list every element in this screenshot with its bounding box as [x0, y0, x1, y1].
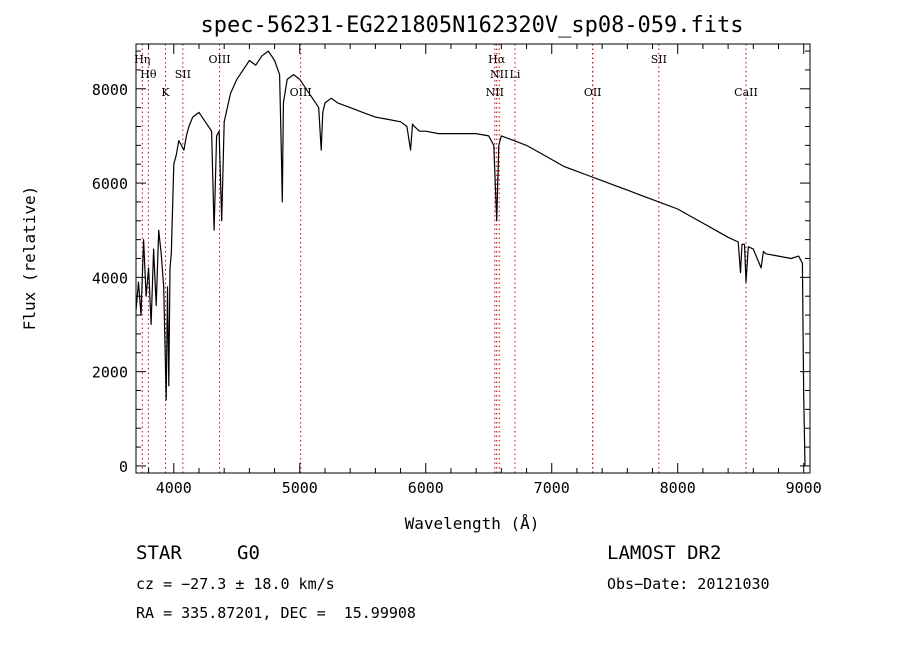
line-marker-label: OII — [584, 86, 602, 99]
y-tick-label: 2000 — [92, 364, 128, 382]
line-marker-label: OIII — [208, 53, 230, 66]
coordinates-readout: RA = 335.87201, DEC = 15.99908 — [136, 604, 416, 622]
x-tick-label: 8000 — [660, 479, 696, 497]
line-marker-label: Hα — [488, 53, 506, 66]
spectrum-line — [135, 50, 806, 466]
y-tick-label: 0 — [119, 458, 128, 476]
plot-frame — [135, 43, 811, 474]
object-subclass: G0 — [237, 542, 260, 564]
y-axis-label: Flux (relative) — [20, 186, 39, 331]
line-marker-label: NII — [490, 68, 508, 81]
y-tick-label: 6000 — [92, 175, 128, 193]
axis-ticks: 4000 5000 6000 7000 8000 9000 0 2000 4000 6000 800… — [92, 44, 822, 497]
line-marker-label: CaII — [734, 86, 758, 99]
y-tick-label: 4000 — [92, 269, 128, 287]
y-tick-label: 8000 — [92, 81, 128, 99]
x-tick-label: 7000 — [534, 479, 570, 497]
velocity-readout: cz = −27.3 ± 18.0 km/s — [136, 575, 335, 593]
line-marker-label: SII — [175, 68, 191, 81]
line-marker-label: K — [161, 86, 170, 99]
x-tick-label: 4000 — [156, 479, 192, 497]
line-marker-label: Li — [510, 68, 521, 81]
chart-title: spec-56231-EG221805N162320V_sp08-059.fit… — [200, 13, 743, 38]
line-marker-label: NII — [486, 86, 504, 99]
line-marker-label: Hθ — [140, 68, 157, 81]
object-class: STAR — [136, 542, 182, 564]
survey-name: LAMOST DR2 — [607, 542, 722, 564]
x-tick-label: 6000 — [408, 479, 444, 497]
x-tick-label: 9000 — [786, 479, 822, 497]
line-marker-label: Hη — [134, 53, 150, 66]
observation-date: Obs−Date: 20121030 — [607, 575, 770, 593]
x-tick-label: 5000 — [282, 479, 318, 497]
x-axis-label: Wavelength (Å) — [405, 514, 540, 533]
line-marker-label: SII — [651, 53, 667, 66]
